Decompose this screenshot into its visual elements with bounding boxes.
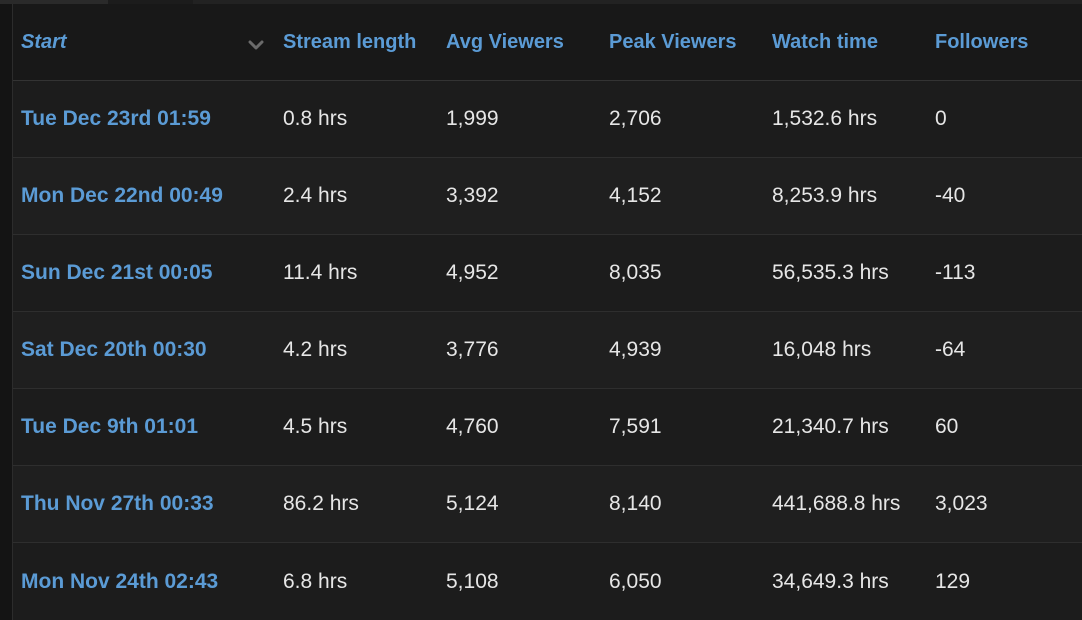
table-row: Thu Nov 27th 00:33 86.2 hrs 5,124 8,140 … [13,466,1082,543]
watch-time-cell: 441,688.8 hrs [772,492,901,515]
stream-length-cell: 86.2 hrs [283,492,359,515]
table-header-row: Start Stream length Avg Viewers Peak Vie… [13,4,1082,81]
column-header-avg-viewers[interactable]: Avg Viewers [446,31,564,53]
column-header-watch-time[interactable]: Watch time [772,31,878,53]
table-row: Sat Dec 20th 00:30 4.2 hrs 3,776 4,939 1… [13,312,1082,389]
peak-viewers-cell: 6,050 [609,569,662,593]
top-tab-segment [193,0,1082,4]
stream-start-link[interactable]: Thu Nov 27th 00:33 [21,492,214,515]
stream-length-cell: 0.8 hrs [283,107,348,130]
avg-viewers-cell: 5,108 [446,569,499,593]
followers-cell: 0 [935,107,947,130]
stream-length-cell: 4.2 hrs [283,338,348,361]
watch-time-cell: 21,340.7 hrs [772,415,889,438]
stream-start-link[interactable]: Sat Dec 20th 00:30 [21,338,207,361]
table-body: Tue Dec 23rd 01:59 0.8 hrs 1,999 2,706 1… [13,81,1082,620]
stream-length-cell: 11.4 hrs [283,261,358,284]
avg-viewers-cell: 3,776 [446,338,499,361]
table-row: Tue Dec 23rd 01:59 0.8 hrs 1,999 2,706 1… [13,81,1082,158]
peak-viewers-cell: 2,706 [609,107,662,130]
table-row: Sun Dec 21st 00:05 11.4 hrs 4,952 8,035 … [13,235,1082,312]
avg-viewers-cell: 1,999 [446,107,499,130]
column-header-start[interactable]: Start [21,31,67,53]
column-header-stream-length[interactable]: Stream length [283,31,417,53]
table-row: Mon Dec 22nd 00:49 2.4 hrs 3,392 4,152 8… [13,158,1082,235]
chevron-down-icon[interactable] [247,36,265,54]
avg-viewers-cell: 5,124 [446,492,499,515]
table-row: Mon Nov 24th 02:43 6.8 hrs 5,108 6,050 3… [13,543,1082,620]
avg-viewers-cell: 3,392 [446,184,499,207]
avg-viewers-cell: 4,760 [446,415,499,438]
peak-viewers-cell: 7,591 [609,415,662,438]
followers-cell: 129 [935,569,971,593]
avg-viewers-cell: 4,952 [446,261,499,284]
column-header-followers[interactable]: Followers [935,31,1029,53]
watch-time-cell: 56,535.3 hrs [772,261,889,284]
followers-cell: -40 [935,184,966,207]
column-header-peak-viewers[interactable]: Peak Viewers [609,31,737,53]
watch-time-cell: 34,649.3 hrs [772,569,889,593]
peak-viewers-cell: 8,140 [609,492,662,515]
followers-cell: -113 [935,261,976,284]
peak-viewers-cell: 4,939 [609,338,662,361]
stream-length-cell: 6.8 hrs [283,569,348,593]
table-row: Tue Dec 9th 01:01 4.5 hrs 4,760 7,591 21… [13,389,1082,466]
peak-viewers-cell: 4,152 [609,184,662,207]
stream-length-cell: 2.4 hrs [283,184,348,207]
top-tab-strip [0,0,1082,4]
stream-start-link[interactable]: Tue Dec 23rd 01:59 [21,107,211,130]
watch-time-cell: 16,048 hrs [772,338,872,361]
stream-start-link[interactable]: Sun Dec 21st 00:05 [21,261,213,284]
followers-cell: 3,023 [935,492,988,515]
watch-time-cell: 1,532.6 hrs [772,107,878,130]
followers-cell: -64 [935,338,966,361]
watch-time-cell: 8,253.9 hrs [772,184,878,207]
stream-start-link[interactable]: Tue Dec 9th 01:01 [21,415,199,438]
top-tab-segment [0,0,108,4]
stream-start-link[interactable]: Mon Dec 22nd 00:49 [21,184,223,207]
followers-cell: 60 [935,415,959,438]
streams-table: Start Stream length Avg Viewers Peak Vie… [12,4,1082,620]
stream-length-cell: 4.5 hrs [283,415,348,438]
stream-start-link[interactable]: Mon Nov 24th 02:43 [21,569,219,593]
peak-viewers-cell: 8,035 [609,261,662,284]
